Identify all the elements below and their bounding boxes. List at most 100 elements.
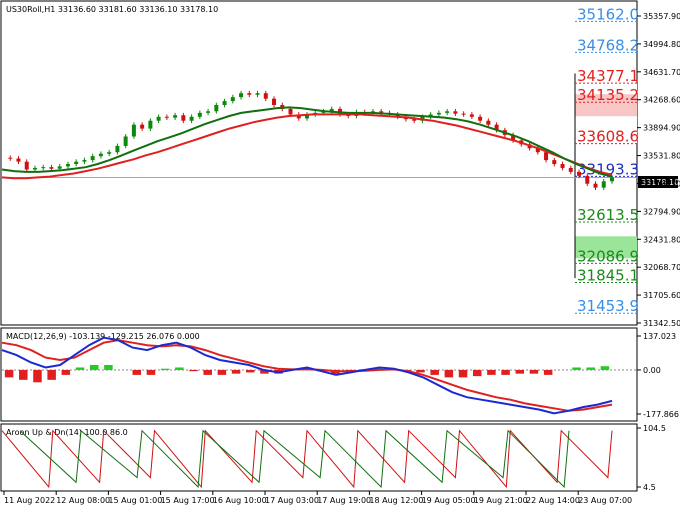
candle-body [206,111,211,113]
axis-layer: 35357.90 34994.80 34631.70 34268.60 33894.90… [3,12,680,505]
candle-body [478,116,483,121]
aroon-up-line [1,429,613,489]
x-tick-label: 12 Aug 08:00 [56,496,110,505]
x-tick-label: 22 Aug 14:00 [526,496,580,505]
x-tick-label: 16 Aug 10:00 [213,496,267,505]
macd-signal-line [1,339,613,412]
candle-body [486,120,491,125]
chart-title: US30Roll,H1 33136.60 33181.60 33136.10 3… [6,5,218,14]
level-label: 31453.9 [577,297,639,315]
candle-body [610,177,614,182]
candle-body [461,113,466,115]
candle-body [123,136,128,146]
candle-body [131,124,136,137]
level-label: 35162.0 [577,5,639,23]
macd-label: MACD(12,26,9) -103.139 -129.215 26.076 0… [6,332,200,341]
x-tick-label: 17 Aug 03:00 [265,496,319,505]
y-tick-label: 31342.50 [643,319,680,328]
candle-body [296,114,301,119]
candle-body [272,98,277,105]
current-price-label: 33178.10 [641,178,679,187]
level-label: 34135.2 [577,86,639,104]
x-tick-label: 15 Aug 17:00 [161,496,215,505]
level-label: 34377.1 [577,67,639,85]
candle-body [247,93,252,95]
candle-body [552,160,557,165]
resistance-band [575,94,637,117]
candle-body [24,161,29,170]
candle-body [601,181,606,188]
candle-body [255,93,260,95]
candle-body [65,164,70,167]
macd-tick-label: -177.866 [643,410,679,419]
candle-body [115,145,120,153]
candle-body [511,134,516,141]
candle-body [568,167,573,172]
candle-body [74,161,79,165]
x-tick-label: 19 Aug 21:00 [474,496,528,505]
candle-body [41,167,46,169]
x-tick-label: 23 Aug 07:00 [578,496,632,505]
candle-body [395,114,400,117]
candle-body [222,101,227,105]
candle-body [436,112,441,115]
x-tick-label: 11 Aug 2022 [4,496,55,505]
macd-tick-label: 137.023 [643,332,676,341]
level-label: 33608.6 [577,128,639,146]
candle-body [98,153,103,157]
candle-body [263,93,268,99]
candle-body [494,124,499,131]
candle-body [107,152,112,154]
candle-body [230,97,235,102]
level-label: 31845.1 [577,266,639,284]
y-tick-label: 34994.80 [643,40,680,49]
support-band [575,236,637,259]
aroon-tick-label: 104.5 [643,424,666,433]
y-tick-label: 35357.90 [643,12,680,21]
y-tick-label: 32068.70 [643,263,680,272]
ma-fast-line [1,106,613,178]
level-label: 32086.9 [577,247,639,265]
macd-main-line [1,336,613,415]
price-panel [0,0,638,326]
candle-body [585,175,590,184]
candle-body [593,183,598,188]
candle-body [173,115,178,118]
macd-tick-label: 0.00 [643,366,661,375]
candle-body [57,166,62,169]
candle-body [197,112,202,117]
x-tick-label: 17 Aug 19:00 [317,496,371,505]
candle-body [445,111,450,113]
candle-body [32,167,37,170]
candle-body [379,111,384,113]
y-tick-label: 32431.80 [643,235,680,244]
aroon-label: Aroon Up & Dn(14) 100.0 86.0 [6,428,128,437]
y-tick-label: 32794.90 [643,207,680,216]
level-label: 33193.3 [577,160,639,178]
aroon-layer: 104.5 4.5 [1,424,666,492]
candle-body [412,119,417,121]
x-tick-label: 18 Aug 12:00 [369,496,423,505]
level-label: 32613.5 [577,206,639,224]
candle-body [239,93,244,98]
macd-layer: 137.023 0.00 -177.866 [1,332,679,419]
candle-body [164,116,169,118]
candle-body [16,158,21,162]
candle-body [560,164,565,168]
aroon-down-line [19,429,570,489]
candle-body [8,157,13,159]
candle-body [140,124,145,129]
x-tick-label: 19 Aug 05:00 [422,496,476,505]
y-tick-label: 34631.70 [643,68,680,77]
candle-body [288,108,293,115]
candle-body [469,114,474,117]
candle-body [214,104,219,112]
candle-body [189,116,194,121]
candle-body [90,156,95,161]
ma-slow-line [1,113,613,180]
candle-body [156,116,161,121]
current-price-badge [638,176,678,188]
y-tick-label: 33894.90 [643,124,680,133]
